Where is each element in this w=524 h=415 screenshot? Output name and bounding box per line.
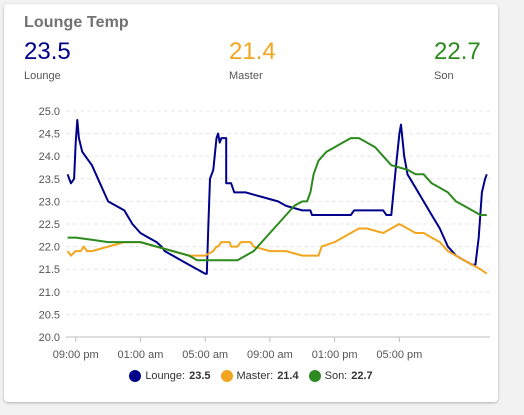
series-line-lounge[interactable] <box>66 119 488 275</box>
stat-son-label: Son <box>434 70 454 82</box>
stat-master-label: Master <box>229 70 263 82</box>
chart-series <box>66 119 488 275</box>
legend-label-lounge: Lounge: <box>145 370 186 382</box>
x-tick-label: 09:00 pm <box>53 349 99 361</box>
stat-lounge-value: 23.5 <box>24 38 71 65</box>
x-tick-label: 09:00 am <box>247 349 293 361</box>
stat-master-value: 21.4 <box>229 38 276 65</box>
series-line-master[interactable] <box>66 223 488 275</box>
y-tick-label: 21.0 <box>39 287 60 299</box>
x-tick-label: 05:00 am <box>182 349 228 361</box>
legend-item-son[interactable]: Son: 22.7 <box>308 370 373 382</box>
chart-grid <box>66 110 490 315</box>
legend-value-son: 22.7 <box>351 370 373 382</box>
card-title[interactable]: Lounge Temp <box>24 14 129 31</box>
temperature-chart[interactable]: 20.0 20.5 21.0 21.5 22.0 22.5 23.0 23.5 24.0 24.5… <box>4 4 498 366</box>
stat-son-value: 22.7 <box>434 38 481 65</box>
x-tick-label: 01:00 am <box>118 349 164 361</box>
y-tick-label: 20.0 <box>39 332 60 344</box>
chart-legend: Lounge: 23.5 Master: 21.4 Son: 22.7 <box>4 370 498 382</box>
legend-value-lounge: 23.5 <box>189 370 211 382</box>
x-tick-label: 05:00 pm <box>376 349 422 361</box>
y-tick-label: 25.0 <box>39 106 60 118</box>
y-tick-label: 23.5 <box>39 174 60 186</box>
x-tick-label: 01:00 pm <box>312 349 358 361</box>
y-tick-label: 24.0 <box>39 151 60 163</box>
stat-lounge[interactable]: 23.5 Lounge <box>24 38 71 82</box>
y-tick-label: 24.5 <box>39 129 60 141</box>
legend-dot-son <box>308 370 321 382</box>
y-tick-label: 22.0 <box>39 242 60 254</box>
legend-dot-master <box>220 370 233 382</box>
y-tick-label: 20.5 <box>39 309 60 321</box>
legend-label-son: Son: <box>324 370 348 382</box>
series-line-son[interactable] <box>67 137 487 262</box>
stat-son[interactable]: 22.7 Son <box>434 38 481 82</box>
legend-item-lounge[interactable]: Lounge: 23.5 <box>129 370 211 382</box>
stat-lounge-label: Lounge <box>24 70 61 82</box>
legend-label-master: Master: <box>236 370 274 382</box>
y-axis-ticks: 20.0 20.5 21.0 21.5 22.0 22.5 23.0 23.5 24.0 24.5… <box>39 106 60 344</box>
y-tick-label: 23.0 <box>39 196 60 208</box>
y-tick-label: 22.5 <box>39 219 60 231</box>
y-tick-label: 21.5 <box>39 264 60 276</box>
lounge-temp-card: Lounge Temp 23.5 Lounge 21.4 Master 22.7… <box>4 4 498 402</box>
legend-value-master: 21.4 <box>277 370 299 382</box>
legend-item-master[interactable]: Master: 21.4 <box>220 370 299 382</box>
stat-master[interactable]: 21.4 Master <box>229 38 276 82</box>
legend-dot-lounge <box>129 370 142 382</box>
x-axis-ticks: 09:00 pm 01:00 am 05:00 am 09:00 am 01:00 pm… <box>53 337 422 361</box>
